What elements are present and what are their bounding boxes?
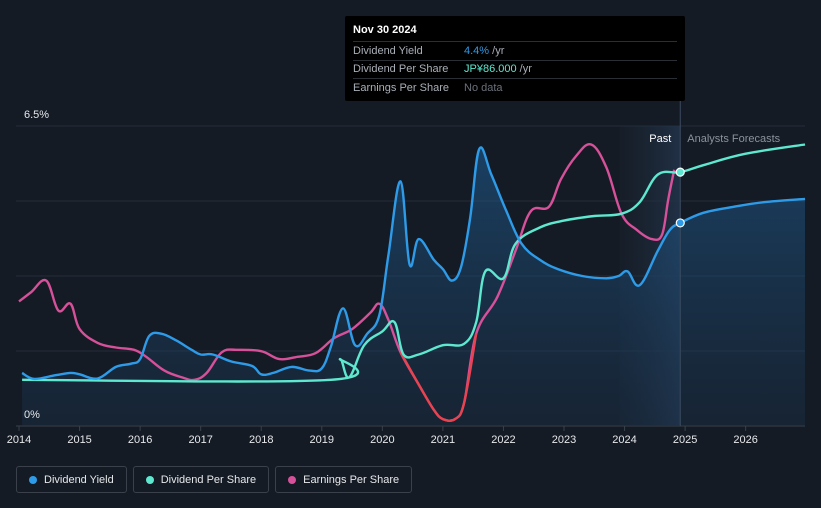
- x-tick-label: 2024: [612, 434, 636, 446]
- tooltip-label: Dividend Yield: [353, 44, 423, 57]
- y-tick-label: 6.5%: [24, 109, 49, 121]
- dividend-per-share-marker: [675, 167, 685, 177]
- tooltip-value: No data: [464, 81, 503, 94]
- y-tick-label: 0%: [24, 409, 40, 421]
- x-tick-label: 2025: [673, 434, 697, 446]
- analysts-forecasts-label: Analysts Forecasts: [687, 133, 780, 145]
- legend-label: Dividend Yield: [44, 473, 114, 486]
- x-tick-label: 2022: [491, 434, 515, 446]
- tooltip-row-dividend-yield: Dividend Yield 4.4% /yr: [353, 41, 677, 60]
- legend-label: Dividend Per Share: [160, 473, 257, 486]
- legend-dividend-yield[interactable]: Dividend Yield: [16, 466, 127, 493]
- legend-label: Earnings Per Share: [303, 473, 400, 486]
- x-tick-label: 2016: [128, 434, 152, 446]
- legend-earnings-per-share[interactable]: Earnings Per Share: [275, 466, 413, 493]
- tooltip-date: Nov 30 2024: [353, 24, 417, 36]
- dividend-yield-marker: [675, 218, 685, 228]
- x-tick-label: 2020: [370, 434, 394, 446]
- x-tick-label: 2018: [249, 434, 273, 446]
- dividend-yield-line: [21, 146, 806, 381]
- x-tick-label: 2019: [310, 434, 334, 446]
- x-axis: 2014 2015 2016 2017 2018 2019 2020 2021 2022 2023…: [7, 426, 758, 446]
- earnings-per-share-low-segment: [399, 333, 478, 422]
- dividend-yield-area: [22, 147, 806, 426]
- x-tick-label: 2023: [552, 434, 576, 446]
- tooltip-label: Dividend Per Share: [353, 63, 449, 76]
- tooltip-markers: [675, 167, 685, 228]
- tooltip-row-earnings-per-share: Earnings Per Share No data: [353, 78, 677, 97]
- dividend-per-share-line: [22, 143, 806, 383]
- legend-dot-icon: [288, 475, 297, 484]
- legend: Dividend Yield Dividend Per Share Earnin…: [16, 466, 413, 493]
- x-tick-label: 2014: [7, 434, 31, 446]
- tooltip-suffix: /yr: [489, 44, 505, 57]
- earnings-per-share-line: [18, 142, 676, 422]
- tooltip-row-dividend-per-share: Dividend Per Share JP¥86.000 /yr: [353, 59, 677, 79]
- tooltip: Nov 30 2024 Dividend Yield 4.4% /yr Divi…: [345, 16, 685, 101]
- legend-dot-icon: [145, 475, 154, 484]
- x-tick-label: 2021: [431, 434, 455, 446]
- tooltip-value: 4.4%: [464, 44, 490, 57]
- legend-dividend-per-share[interactable]: Dividend Per Share: [132, 466, 270, 493]
- past-label: Past: [649, 133, 671, 145]
- series-lines: [18, 142, 806, 422]
- tooltip-value: JP¥86.000: [464, 63, 517, 76]
- y-axis: 6.5% 0%: [24, 109, 49, 421]
- tooltip-suffix: /yr: [516, 63, 532, 76]
- legend-dot-icon: [29, 475, 37, 484]
- tooltip-label: Earnings Per Share: [353, 81, 449, 94]
- x-tick-label: 2015: [67, 434, 91, 446]
- x-tick-label: 2017: [188, 434, 212, 446]
- x-tick-label: 2026: [733, 434, 757, 446]
